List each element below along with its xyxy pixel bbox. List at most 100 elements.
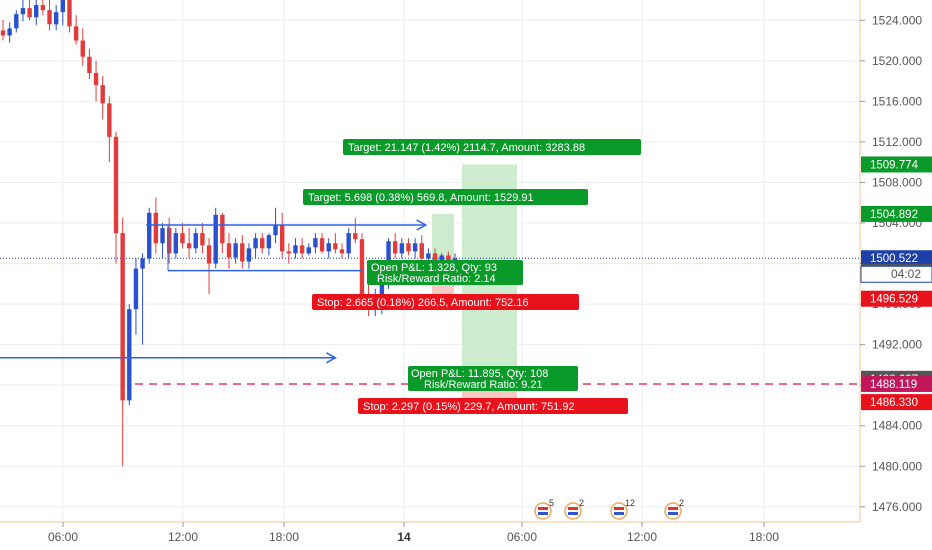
economic-events[interactable]: 5 2 12 2 [534,498,684,520]
event-count: 12 [625,498,635,508]
tag-1500-text: 1500.522 [870,253,918,265]
event-count: 2 [679,498,684,508]
target-lower-text: Target: 5.698 (0.38%) 569.8, Amount: 152… [308,192,534,204]
candle-body [379,273,385,305]
flag-stripe [614,512,624,515]
candle-body [213,214,218,264]
candle-body [279,225,285,252]
candle-body [326,243,331,252]
time-tick-label: 12:00 [627,530,657,544]
candle-body [7,28,12,36]
candle-body [452,258,458,261]
time-tick-label: 18:00 [749,530,779,544]
candle-body [34,5,39,18]
price-tags: 1509.7741504.8921500.5221499.1941496.529… [860,156,932,411]
trend-arrows[interactable] [0,219,428,364]
stop-2-label[interactable]: Stop: 2.297 (0.15%) 229.7, Amount: 751.9… [358,398,628,414]
flag-stripe [614,507,624,510]
candle-body [140,258,145,269]
tag-1488b [861,375,932,392]
candle-body [353,233,358,240]
candle-body [14,14,19,29]
position-labels[interactable]: Target: 21.147 (1.42%) 2114.7, Amount: 3… [303,139,641,414]
candle-body [186,243,192,249]
price-tick-label: 1484.000 [872,419,922,433]
candle-body [266,235,272,249]
stop-1-label[interactable]: Stop: 2.665 (0.18%) 266.5, Amount: 752.1… [312,294,579,310]
candle-body [233,243,238,258]
candle-body [127,309,132,401]
candle-body [339,249,345,254]
flag-stripe [668,507,678,510]
tag-1486 [861,394,932,411]
candle-body [160,228,165,244]
rr-1-text: Risk/Reward Ratio: 2.14 [377,273,496,285]
candle-body [392,241,398,254]
flag-stripe [538,507,548,510]
candle-body [100,85,105,104]
tag-1500 [861,250,932,267]
candle-body [333,243,338,250]
candle-body [412,243,418,252]
candle-body [286,251,292,254]
candle-body [47,10,52,25]
price-tick-label: 1508.000 [872,175,922,189]
candle-body [67,0,72,27]
price-tick-label: 1476.000 [872,500,922,514]
time-tick-label: 12:00 [168,530,198,544]
candle-body [87,56,92,73]
target-lower-label[interactable]: Target: 5.698 (0.38%) 569.8, Amount: 152… [303,189,588,205]
candle-body [40,5,46,11]
candle-body [27,8,32,18]
tag-1504-text: 1504.892 [870,209,918,221]
candle-body [200,233,205,246]
tag-1488b-text: 1488.119 [870,379,917,391]
candle-body [60,0,66,13]
candle-body [313,238,318,248]
position-1-info-label[interactable]: Open P&L: 1.328, Qty: 93 Risk/Reward Rat… [367,260,523,285]
time-tick-label: 06:00 [507,530,537,544]
candle-body [273,225,278,236]
candle-body [180,233,185,244]
flag-stripe [538,512,548,515]
candle-body [220,214,225,244]
countdown-tag [860,265,932,283]
time-tick-label: 18:00 [269,530,299,544]
candle-body [306,247,311,254]
candle-body [0,30,6,36]
candle-body [193,233,198,249]
position-2-info-label[interactable]: Open P&L: 11.895, Qty: 108 Risk/Reward R… [408,366,578,391]
price-tick-label: 1516.000 [872,94,922,108]
reward-zone-1 [432,213,454,259]
upper-channel-arrow-head [416,219,428,231]
tag-1509-text: 1509.774 [870,159,919,171]
candle-body [120,233,125,401]
candle-body [260,238,265,249]
price-tick-label: 1520.000 [872,54,922,68]
candle-body [80,40,85,57]
candle-body [432,253,438,266]
time-axis[interactable]: 06:00 12:00 18:00 14 06:00 12:00 18:00 [0,521,932,550]
candle-body [426,253,431,259]
candle-body [166,228,172,254]
candle-body [153,212,159,244]
stop-2-text: Stop: 2.297 (0.15%) 229.7, Amount: 751.9… [363,401,575,413]
target-upper-label[interactable]: Target: 21.147 (1.42%) 2114.7, Amount: 3… [343,139,641,155]
open-pnl-1-text: Open P&L: 1.328, Qty: 93 [371,262,497,274]
rr-2-text: Risk/Reward Ratio: 9.21 [424,379,543,391]
candle-body [406,243,411,252]
candle-body [133,268,139,310]
candle-body [346,233,351,254]
candle-body [293,245,298,254]
price-tick-label: 1480.000 [872,459,922,473]
target-upper-text: Target: 21.147 (1.42%) 2114.7, Amount: 3… [348,142,585,154]
candle-body [386,241,391,274]
time-tick-label: 06:00 [48,530,78,544]
stop-1-text: Stop: 2.665 (0.18%) 266.5, Amount: 752.1… [317,297,529,309]
tag-1486-text: 1486.330 [870,397,918,409]
candle-body [419,243,424,259]
candle-body [73,26,79,41]
price-tick-label: 1492.000 [872,338,922,352]
candle-body [246,248,252,262]
